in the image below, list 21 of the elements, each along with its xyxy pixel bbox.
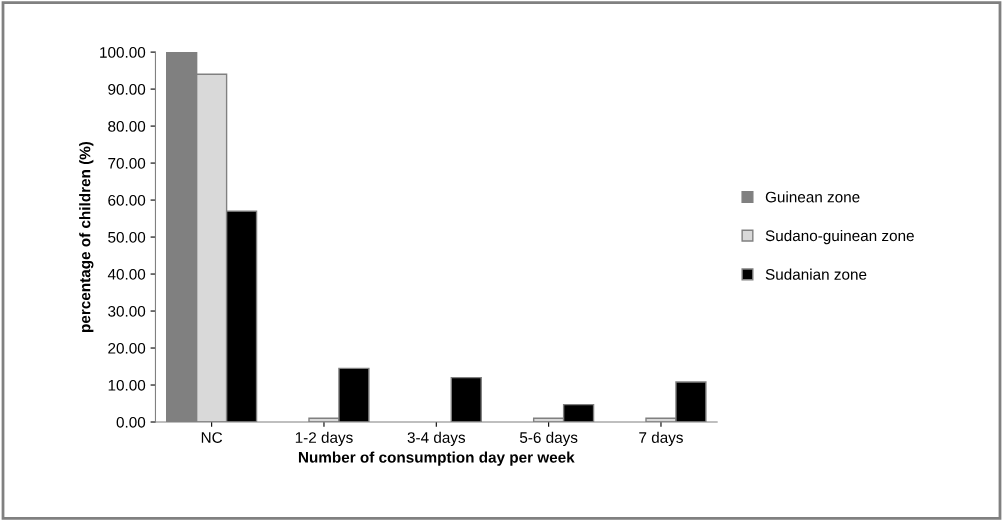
legend-label: Sudanian zone bbox=[765, 268, 867, 280]
y-tick-label: 40.00 bbox=[107, 268, 146, 280]
y-tick-label: 0.00 bbox=[116, 416, 146, 428]
x-tick-label: 5-6 days bbox=[519, 431, 578, 446]
y-tick-label: 20.00 bbox=[108, 342, 146, 354]
y-tick-label: 90.00 bbox=[108, 83, 146, 95]
x-tick-label: NC bbox=[201, 432, 223, 443]
x-axis-title: Number of consumption day per week bbox=[298, 451, 575, 466]
x-tick-label: 3-4 days bbox=[407, 431, 466, 446]
legend-label: Sudano-guinean zone bbox=[765, 229, 914, 245]
y-tick-label: 100.00 bbox=[100, 46, 146, 58]
y-tick-label: 50.00 bbox=[108, 231, 146, 243]
y-axis-title: percentage of children (%) bbox=[79, 141, 94, 332]
x-tick-label: 7 days bbox=[639, 431, 683, 446]
y-tick-label: 60.00 bbox=[108, 194, 146, 206]
legend-label: Guinean zone bbox=[765, 191, 860, 203]
y-tick-label: 10.00 bbox=[108, 379, 146, 391]
y-tick-label: 70.00 bbox=[108, 157, 146, 169]
x-tick-label: 1-2 days bbox=[295, 431, 353, 446]
y-tick-label: 80.00 bbox=[108, 120, 146, 132]
y-tick-label: 30.00 bbox=[108, 305, 146, 317]
